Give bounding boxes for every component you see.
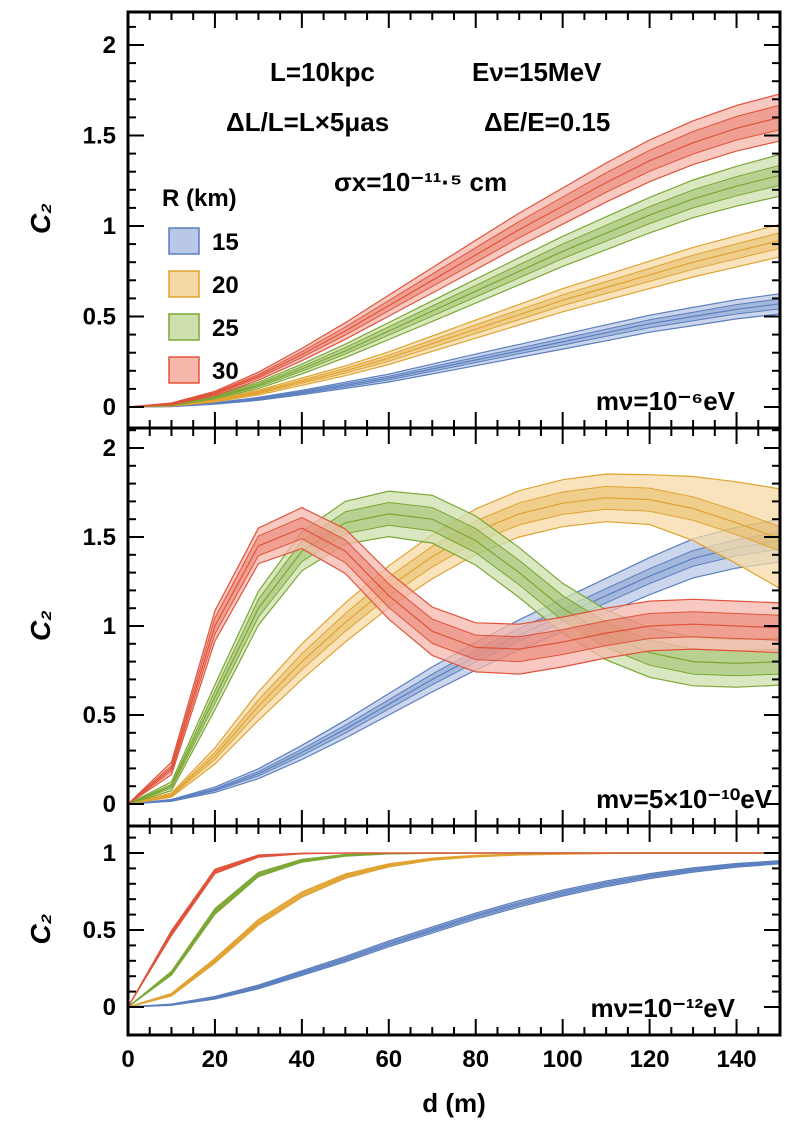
band-inner-R25-panel1 bbox=[128, 164, 780, 408]
band-inner-R30-panel3 bbox=[128, 852, 780, 1008]
center-line-R25-panel3 bbox=[128, 852, 780, 1008]
x-tick-label: 80 bbox=[462, 1046, 489, 1073]
svg-text:C₂: C₂ bbox=[25, 610, 56, 641]
annotation-energy-resolution: ΔE/E=0.15 bbox=[484, 107, 610, 137]
band-inner-R30-panel1 bbox=[128, 104, 780, 408]
y-tick-label: 1.5 bbox=[83, 123, 116, 150]
band-outer-R20-panel3 bbox=[128, 852, 780, 1008]
legend: R (km) 15 20 25 30 bbox=[162, 185, 239, 385]
band-outer-R15-panel1 bbox=[128, 293, 780, 408]
panel-2: 0 0.5 1 1.5 2 C₂ mν=5×10⁻¹⁰eV bbox=[25, 426, 782, 828]
x-tick-label: 20 bbox=[202, 1046, 229, 1073]
y-axis-label: C₂ bbox=[25, 914, 56, 945]
legend-label-R25: 25 bbox=[212, 315, 239, 342]
x-tick-label: 0 bbox=[121, 1046, 134, 1073]
annotation-distance: L=10kpc bbox=[270, 57, 375, 87]
legend-label-R20: 20 bbox=[212, 272, 239, 299]
svg-text:C₂: C₂ bbox=[25, 203, 56, 234]
annotation-angular-resolution: ΔL/L=L×5μas bbox=[226, 107, 389, 137]
panel-mass-label-1: mν=10⁻⁶eV bbox=[596, 386, 736, 416]
center-line-R25-panel2 bbox=[128, 513, 780, 805]
y-tick-label: 2 bbox=[103, 435, 116, 462]
x-tick-label: 100 bbox=[543, 1046, 583, 1073]
legend-swatch-R20 bbox=[168, 270, 200, 298]
y-tick-label: 2 bbox=[103, 32, 116, 59]
band-outer-R30-panel1 bbox=[128, 93, 780, 408]
legend-swatch-R15 bbox=[168, 227, 200, 255]
y-tick-label: 0.5 bbox=[83, 702, 116, 729]
band-outer-R15-panel3 bbox=[128, 860, 780, 1008]
band-outer-R20-panel1 bbox=[128, 223, 780, 408]
center-line-R15-panel3 bbox=[128, 861, 780, 1008]
annotation-energy: Eν=15MeV bbox=[472, 57, 602, 87]
y-tick-label: 1 bbox=[103, 613, 116, 640]
band-inner-R20-panel3 bbox=[128, 852, 780, 1008]
annotations: L=10kpc Eν=15MeV ΔL/L=L×5μas ΔE/E=0.15 σ… bbox=[226, 57, 610, 197]
band-inner-R15-panel1 bbox=[128, 298, 780, 408]
band-outer-R25-panel1 bbox=[128, 153, 780, 408]
y-tick-label: 0 bbox=[103, 791, 116, 818]
center-line-R30-panel3 bbox=[128, 852, 780, 1008]
x-tick-label: 140 bbox=[717, 1046, 757, 1073]
annotation-wavepacket-width: σx=10⁻¹¹·⁵ cm bbox=[334, 167, 507, 197]
y-tick-label: 1 bbox=[103, 840, 116, 867]
band-inner-R15-panel3 bbox=[128, 860, 780, 1008]
y-axis-label: C₂ bbox=[25, 610, 56, 641]
y-tick-label: 1 bbox=[103, 213, 116, 240]
legend-label-R15: 15 bbox=[212, 229, 239, 256]
center-line-R15-panel2 bbox=[128, 540, 780, 805]
center-line-R25-panel1 bbox=[128, 174, 780, 408]
x-tick-label: 40 bbox=[289, 1046, 316, 1073]
y-tick-label: 0 bbox=[103, 994, 116, 1021]
svg-text:C₂: C₂ bbox=[25, 914, 56, 945]
panel-mass-label-2: mν=5×10⁻¹⁰eV bbox=[596, 784, 773, 814]
band-outer-R30-panel3 bbox=[128, 852, 780, 1008]
legend-label-R30: 30 bbox=[212, 358, 239, 385]
center-line-R20-panel1 bbox=[128, 239, 780, 408]
x-tick-label: 60 bbox=[375, 1046, 402, 1073]
legend-title: R (km) bbox=[162, 185, 237, 212]
band-outer-R25-panel3 bbox=[128, 852, 780, 1008]
center-line-R30-panel2 bbox=[128, 527, 780, 805]
x-axis-label: d (m) bbox=[422, 1088, 486, 1118]
panel-mass-label-3: mν=10⁻¹²eV bbox=[590, 993, 735, 1023]
band-inner-R30-panel2 bbox=[128, 516, 780, 805]
center-line-R15-panel1 bbox=[128, 303, 780, 408]
x-tick-label: 120 bbox=[630, 1046, 670, 1073]
y-tick-label: 1.5 bbox=[83, 524, 116, 551]
y-axis-label: C₂ bbox=[25, 203, 56, 234]
panel-3: 0 0.5 1 C₂ mν=10⁻¹²eV bbox=[25, 824, 782, 1037]
center-line-R30-panel1 bbox=[128, 116, 780, 408]
plot-panels: 0 0.5 1 1.5 2 C₂ mν=10⁻⁶eV 0 0.5 1 1.5 2 C₂ mν=5×10⁻¹… bbox=[25, 10, 782, 1073]
y-tick-label: 0 bbox=[103, 394, 116, 421]
band-inner-R25-panel3 bbox=[128, 852, 780, 1008]
center-line-R20-panel3 bbox=[128, 852, 780, 1008]
panel-1: 0 0.5 1 1.5 2 C₂ mν=10⁻⁶eV bbox=[25, 10, 782, 430]
legend-swatch-R25 bbox=[168, 313, 200, 341]
y-tick-label: 0.5 bbox=[83, 304, 116, 331]
band-outer-R30-panel2 bbox=[128, 506, 780, 805]
x-tick-labels: 0 20 40 60 80 100 120 140 bbox=[121, 1046, 756, 1073]
y-tick-label: 0.5 bbox=[83, 917, 116, 944]
legend-swatch-R30 bbox=[168, 356, 200, 384]
band-inner-R20-panel1 bbox=[128, 232, 780, 408]
